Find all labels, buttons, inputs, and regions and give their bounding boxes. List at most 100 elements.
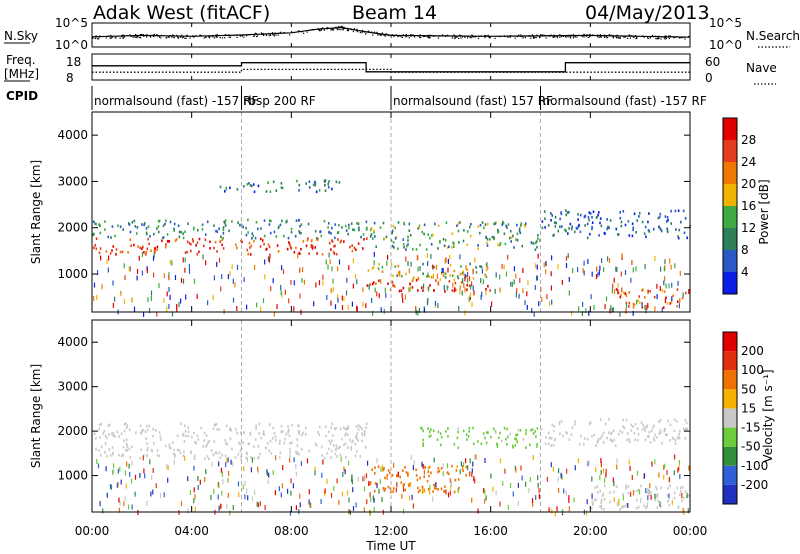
rti-noise-cell [654, 306, 656, 312]
rti-cell [383, 466, 385, 470]
rti-cell [141, 429, 143, 432]
rti-noise-cell [138, 255, 140, 261]
rti-cell [566, 432, 568, 435]
rti-cell [325, 425, 327, 429]
rti-noise-cell [269, 253, 271, 259]
rti-cell [622, 493, 624, 496]
rti-cell [444, 238, 447, 242]
nsky-point [269, 34, 272, 36]
rti-cell [198, 250, 200, 254]
rti-cell [198, 237, 201, 241]
rti-noise-cell [597, 272, 599, 278]
rti-cell [417, 486, 419, 490]
nsky-point [676, 36, 678, 38]
nsky-point [177, 36, 179, 38]
nsky-point [458, 37, 460, 39]
rti-cell [323, 219, 326, 223]
rti-cell [439, 432, 442, 435]
rti-cell [273, 432, 276, 435]
rti-cell [457, 427, 459, 430]
velocity-colorbar-tick: 200 [741, 344, 764, 358]
rti-cell [165, 219, 167, 222]
rti-noise-cell [194, 494, 196, 500]
rti-cell [666, 302, 669, 305]
rti-cell [122, 228, 124, 231]
rti-noise-cell [447, 259, 449, 264]
rti-cell [347, 232, 349, 236]
rti-noise-cell [124, 496, 126, 502]
rti-cell [225, 187, 228, 191]
rti-cell [480, 442, 483, 446]
rti-cell [150, 249, 152, 253]
noise-right-tick-bottom: 10^0 [709, 38, 742, 52]
rti-noise-cell [423, 469, 425, 475]
rti-cell [344, 434, 347, 437]
rti-cell [363, 238, 365, 241]
velocity-colorbar-tick: -15 [741, 421, 761, 435]
rti-noise-cell [499, 501, 501, 507]
rti-cell [398, 271, 401, 274]
rti-cell [314, 229, 317, 233]
rti-cell [660, 229, 663, 233]
rti-cell [275, 189, 278, 192]
rti-noise-cell [117, 468, 119, 474]
velocity-colorbar-frame [722, 331, 738, 505]
nsky-point [92, 37, 94, 39]
nsky-point [658, 37, 660, 39]
rti-noise-cell [446, 463, 449, 469]
rti-cell [532, 432, 535, 435]
rti-cell [512, 234, 514, 238]
rti-cell [182, 236, 185, 240]
rti-cell [370, 233, 373, 236]
rti-noise-cell [574, 465, 576, 471]
rti-cell [437, 488, 439, 491]
rti-noise-cell [663, 464, 665, 470]
rti-noise-cell [688, 289, 690, 294]
rti-noise-cell [386, 475, 388, 481]
rti-cell [267, 243, 270, 246]
rti-cell [112, 245, 115, 248]
velocity-colorbar-tick: -50 [741, 440, 761, 454]
rti-noise-cell [259, 501, 261, 507]
rti-cell [446, 471, 449, 474]
rti-cell [184, 434, 187, 438]
rti-cell [236, 188, 239, 191]
rti-cell [205, 445, 207, 448]
rti-cell [577, 218, 579, 221]
rti-noise-cell [550, 271, 552, 277]
rti-cell [428, 465, 431, 469]
nsky-point [280, 31, 282, 33]
rti-cell [676, 436, 679, 439]
rti-noise-cell [230, 459, 232, 465]
rti-noise-cell [349, 510, 351, 516]
rti-cell [145, 251, 148, 254]
nsky-point [298, 30, 300, 32]
rti-cell [653, 439, 656, 442]
rti-noise-cell [232, 297, 235, 303]
rti-noise-cell [180, 501, 183, 507]
nsky-point [507, 36, 509, 38]
rti-noise-cell [149, 459, 151, 465]
rti-noise-cell [449, 477, 451, 483]
rti-cell [662, 306, 665, 309]
nsky-point [553, 36, 556, 38]
rti-cell [571, 225, 573, 229]
freq-left-tick-bottom: 8 [66, 71, 74, 85]
rti-cell [625, 504, 627, 507]
date-title: 04/May/2013 [585, 2, 710, 24]
rti-cell [108, 423, 111, 427]
rti-cell [634, 422, 637, 426]
rti-cell [543, 210, 546, 213]
rti-cell [497, 231, 499, 234]
rti-cell [229, 437, 232, 441]
rti-cell [261, 239, 264, 242]
nsky-point [341, 26, 343, 28]
rti-noise-cell [281, 265, 283, 271]
nsky-point [150, 36, 152, 38]
rti-noise-cell [499, 274, 501, 280]
rti-cell [298, 219, 300, 222]
rti-noise-cell [471, 497, 473, 503]
rti-cell [432, 490, 434, 493]
rti-cell [183, 424, 186, 428]
